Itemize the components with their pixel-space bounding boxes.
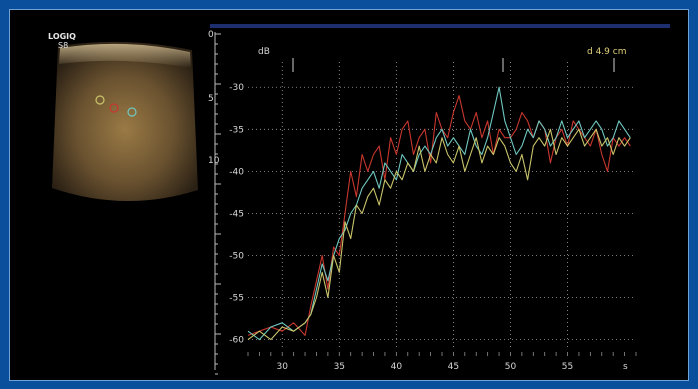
- chart-series: [247, 86, 631, 341]
- ultrasound-scan-image: [52, 41, 198, 202]
- top-status-bar: [210, 24, 670, 28]
- x-tick-label: 40: [391, 362, 403, 372]
- series-line-1: [247, 95, 631, 336]
- device-brand: LOGIQ: [48, 32, 76, 41]
- y-tick-label: -60: [229, 336, 244, 346]
- device-model: S8: [58, 41, 69, 50]
- y-axis-unit: dB: [258, 47, 270, 57]
- y-axis-ticks: -30 -35 -40 -45 -50 -55 -60: [229, 83, 244, 345]
- series-line-2: [247, 86, 631, 341]
- roi-cyan-marker: [127, 107, 137, 117]
- depth-mark-label: 5: [208, 94, 214, 104]
- roi-red-marker: [109, 103, 119, 113]
- y-tick-label: -35: [229, 125, 244, 135]
- depth-mark-label: 0: [208, 30, 214, 40]
- x-tick-label: 35: [334, 362, 345, 372]
- x-tick-label: 30: [277, 362, 289, 372]
- y-tick-label: -40: [229, 167, 244, 177]
- device-label: LOGIQ S8: [48, 32, 76, 50]
- ultrasound-frame: LOGIQ S8 0 5 10 -30 -35 -40 -45 -50 -55 -60 30 35…: [9, 9, 689, 381]
- series-line-3: [247, 128, 631, 341]
- x-tick-label: 55: [562, 362, 573, 372]
- y-tick-label: -45: [229, 209, 244, 219]
- depth-mark-label: 10: [208, 156, 220, 166]
- depth-ruler: 0 5 10: [208, 30, 221, 375]
- distance-measurement: d 4.9 cm: [587, 47, 626, 57]
- y-tick-label: -50: [229, 251, 244, 261]
- x-axis-unit: s: [623, 362, 628, 372]
- chart-grid: [247, 58, 637, 356]
- y-tick-label: -55: [229, 294, 244, 304]
- x-tick-label: 50: [505, 362, 517, 372]
- y-tick-label: -30: [229, 83, 244, 93]
- x-axis-ticks: 30 35 40 45 50 55: [277, 362, 574, 372]
- roi-yellow-marker: [95, 95, 105, 105]
- x-tick-label: 45: [448, 362, 459, 372]
